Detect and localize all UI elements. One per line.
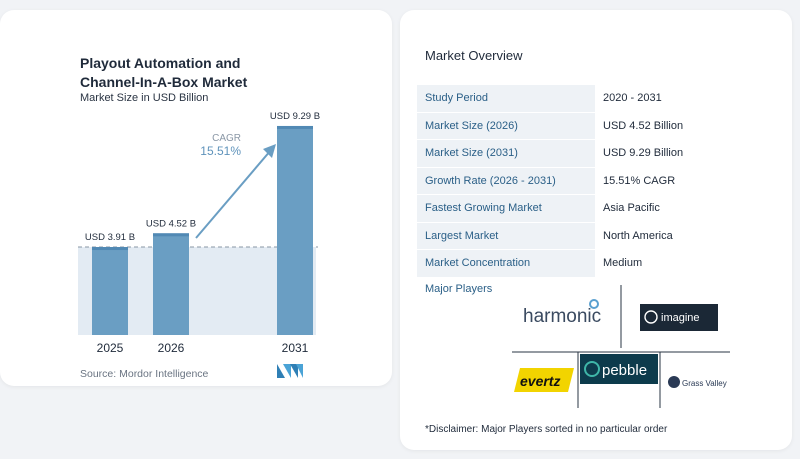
cagr-arrowhead xyxy=(263,144,276,158)
overview-row: Market Size (2026) USD 4.52 Billion xyxy=(417,111,779,140)
overview-row-label: Fastest Growing Market xyxy=(417,194,595,223)
x-tick-label: 2025 xyxy=(97,341,124,355)
bar-top xyxy=(92,247,128,251)
overview-row-label: Market Size (2031) xyxy=(417,139,595,168)
x-tick-label: 2026 xyxy=(158,341,185,355)
x-tick-label: 2031 xyxy=(282,341,309,355)
disclaimer: *Disclaimer: Major Players sorted in no … xyxy=(425,424,668,435)
imagine-logo: imagine xyxy=(640,304,718,331)
overview-row-value: USD 9.29 Billion xyxy=(595,139,779,168)
bar-top xyxy=(153,233,189,237)
chart-title-line-1: Playout Automation and xyxy=(80,55,241,71)
source-note: Source: Mordor Intelligence xyxy=(80,368,209,380)
overview-row: Study Period 2020 - 2031 xyxy=(417,84,779,113)
overview-row-label: Growth Rate (2026 - 2031) xyxy=(417,166,595,195)
evertz-logo: evertz xyxy=(514,368,574,392)
overview-row: Growth Rate (2026 - 2031) 15.51% CAGR xyxy=(417,166,779,195)
overview-row: Market Size (2031) USD 9.29 Billion xyxy=(417,139,779,168)
bar-chart: USD 3.91 B 2025 USD 4.52 B 2026 USD 9.29 B 20… xyxy=(78,111,320,355)
pebble-logo: pebble xyxy=(580,354,658,384)
evertz-logo-text: evertz xyxy=(520,373,560,389)
data-label: USD 4.52 B xyxy=(146,218,196,229)
grass-valley-logo-text: Grass Valley xyxy=(682,379,727,388)
overview-row-value: Medium xyxy=(595,249,779,278)
harmonic-logo: harmonic xyxy=(523,299,601,327)
overview-row: Market Concentration Medium xyxy=(417,249,779,278)
imagine-logo-text: imagine xyxy=(661,312,700,324)
overview-row-value: 15.51% CAGR xyxy=(595,166,779,195)
bar xyxy=(277,125,313,335)
bar xyxy=(153,233,189,335)
grass-valley-mark-icon xyxy=(668,376,680,388)
overview-table: Study Period 2020 - 2031 Market Size (2026… xyxy=(417,84,779,278)
pebble-mark-icon xyxy=(584,361,600,377)
harmonic-dot-icon xyxy=(589,299,599,309)
data-label: USD 9.29 B xyxy=(270,111,320,122)
overview-title: Market Overview xyxy=(425,48,523,63)
overview-row-label: Market Concentration xyxy=(417,249,595,278)
chart-subtitle: Market Size in USD Billion xyxy=(80,92,209,104)
cagr-arrow xyxy=(195,149,272,239)
pebble-logo-text: pebble xyxy=(602,362,647,379)
grass-valley-logo: Grass Valley xyxy=(668,376,727,388)
bar-top xyxy=(277,125,313,129)
overview-row: Largest Market North America xyxy=(417,221,779,250)
major-players-label: Major Players xyxy=(425,283,493,295)
major-players-logos: harmonic imagine evertz pebble Grass Val… xyxy=(512,285,730,408)
chart-title: Playout Automation and Channel-In-A-Box … xyxy=(80,54,340,92)
data-label: USD 3.91 B xyxy=(85,232,135,243)
overview-row-value: North America xyxy=(595,221,779,250)
mordor-logo-icon xyxy=(277,364,303,378)
harmonic-logo-text: harmonic xyxy=(523,306,601,327)
overview-row-label: Study Period xyxy=(417,84,595,113)
cagr-value: 15.51% xyxy=(200,144,241,158)
overview-row-value: USD 4.52 Billion xyxy=(595,111,779,140)
overview-row: Fastest Growing Market Asia Pacific xyxy=(417,194,779,223)
imagine-mark-icon xyxy=(644,310,658,324)
overview-row-value: Asia Pacific xyxy=(595,194,779,223)
overview-row-label: Largest Market xyxy=(417,221,595,250)
chart-title-line-2: Channel-In-A-Box Market xyxy=(80,74,248,90)
cagr-label: CAGR xyxy=(212,133,241,144)
overview-row-label: Market Size (2026) xyxy=(417,111,595,140)
bar xyxy=(92,247,128,335)
overview-row-value: 2020 - 2031 xyxy=(595,84,779,113)
